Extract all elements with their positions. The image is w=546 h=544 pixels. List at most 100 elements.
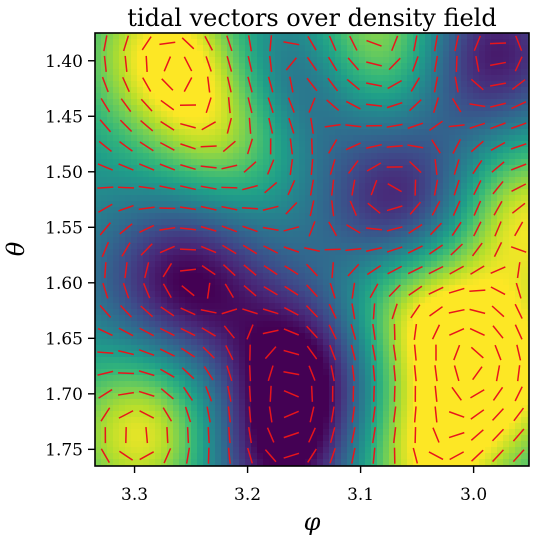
heatmap-cell	[221, 93, 228, 100]
heatmap-cell	[155, 141, 162, 148]
heatmap-cell	[347, 333, 354, 340]
heatmap-cell	[209, 441, 216, 448]
heatmap-cell	[125, 213, 132, 220]
heatmap-cell	[323, 321, 330, 328]
heatmap-cell	[299, 285, 306, 292]
heatmap-cell	[329, 93, 336, 100]
heatmap-cell	[509, 159, 516, 166]
heatmap-cell	[401, 213, 408, 220]
heatmap-cell	[389, 369, 396, 376]
heatmap-cell	[413, 279, 420, 286]
heatmap-cell	[413, 387, 420, 394]
heatmap-cell	[281, 177, 288, 184]
heatmap-cell	[215, 123, 222, 130]
heatmap-cell	[293, 321, 300, 328]
heatmap-cell	[221, 315, 228, 322]
heatmap-cell	[197, 159, 204, 166]
heatmap-cell	[443, 231, 450, 238]
heatmap-cell	[353, 135, 360, 142]
heatmap-cell	[131, 75, 138, 82]
heatmap-cell	[383, 381, 390, 388]
heatmap-cell	[287, 249, 294, 256]
heatmap-cell	[341, 129, 348, 136]
heatmap-cell	[293, 261, 300, 268]
heatmap-cell	[203, 249, 210, 256]
heatmap-cell	[437, 219, 444, 226]
heatmap-cell	[137, 33, 144, 40]
heatmap-cell	[131, 129, 138, 136]
heatmap-cell	[353, 297, 360, 304]
heatmap-cell	[437, 165, 444, 172]
heatmap-cell	[455, 369, 462, 376]
heatmap-cell	[317, 195, 324, 202]
heatmap-cell	[317, 291, 324, 298]
heatmap-cell	[509, 375, 516, 382]
heatmap-cell	[437, 417, 444, 424]
heatmap-cell	[341, 387, 348, 394]
heatmap-cell	[275, 117, 282, 124]
heatmap-cell	[431, 195, 438, 202]
heatmap-cell	[377, 297, 384, 304]
heatmap-cell	[131, 69, 138, 76]
heatmap-cell	[209, 123, 216, 130]
heatmap-cell	[455, 45, 462, 52]
heatmap-cell	[233, 63, 240, 70]
heatmap-cell	[227, 183, 234, 190]
heatmap-cell	[287, 123, 294, 130]
heatmap-cell	[473, 171, 480, 178]
heatmap-cell	[347, 51, 354, 58]
heatmap-cell	[107, 141, 114, 148]
heatmap-cell	[431, 243, 438, 250]
heatmap-cell	[353, 255, 360, 262]
heatmap-cell	[281, 375, 288, 382]
heatmap-cell	[101, 291, 108, 298]
heatmap-cell	[425, 333, 432, 340]
heatmap-cell	[305, 315, 312, 322]
heatmap-cell	[113, 381, 120, 388]
heatmap-cell	[287, 309, 294, 316]
heatmap-cell	[389, 81, 396, 88]
heatmap-cell	[371, 231, 378, 238]
heatmap-cell	[383, 153, 390, 160]
heatmap-cell	[317, 267, 324, 274]
heatmap-cell	[137, 339, 144, 346]
heatmap-cell	[227, 279, 234, 286]
heatmap-cell	[239, 333, 246, 340]
heatmap-cell	[179, 387, 186, 394]
heatmap-cell	[395, 201, 402, 208]
heatmap-cell	[395, 129, 402, 136]
heatmap-cell	[209, 141, 216, 148]
heatmap-cell	[287, 345, 294, 352]
heatmap-cell	[257, 243, 264, 250]
heatmap-cell	[383, 237, 390, 244]
heatmap-cell	[221, 237, 228, 244]
heatmap-cell	[101, 243, 108, 250]
heatmap-cell	[143, 357, 150, 364]
heatmap-cell	[467, 339, 474, 346]
heatmap-cell	[479, 159, 486, 166]
heatmap-cell	[197, 183, 204, 190]
heatmap-cell	[461, 111, 468, 118]
heatmap-cell	[437, 111, 444, 118]
heatmap-cell	[455, 153, 462, 160]
heatmap-cell	[401, 57, 408, 64]
heatmap-cell	[263, 153, 270, 160]
heatmap-cell	[293, 333, 300, 340]
heatmap-cell	[479, 201, 486, 208]
heatmap-cell	[209, 261, 216, 268]
heatmap-cell	[449, 201, 456, 208]
heatmap-cell	[383, 255, 390, 262]
heatmap-cell	[419, 399, 426, 406]
heatmap-cell	[215, 231, 222, 238]
heatmap-cell	[101, 411, 108, 418]
heatmap-cell	[359, 279, 366, 286]
heatmap-cell	[497, 129, 504, 136]
heatmap-cell	[191, 117, 198, 124]
heatmap-cell	[155, 51, 162, 58]
heatmap-cell	[107, 33, 114, 40]
heatmap-cell	[509, 147, 516, 154]
heatmap-cell	[347, 423, 354, 430]
heatmap-cell	[395, 315, 402, 322]
heatmap-cell	[299, 117, 306, 124]
heatmap-cell	[131, 351, 138, 358]
